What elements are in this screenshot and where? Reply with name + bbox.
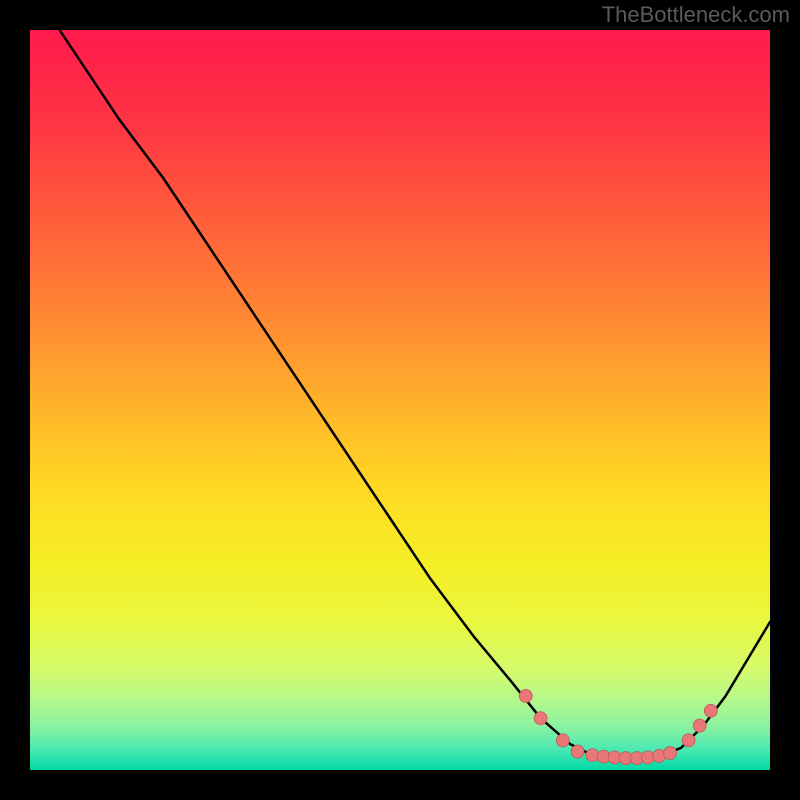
curve-marker [534, 712, 547, 725]
curve-marker [682, 734, 695, 747]
curve-marker [571, 745, 584, 758]
curve-marker [519, 690, 532, 703]
plot-area [30, 30, 770, 770]
curve-marker [693, 719, 706, 732]
chart-svg [30, 30, 770, 770]
curve-marker [704, 704, 717, 717]
gradient-background [30, 30, 770, 770]
curve-marker [556, 734, 569, 747]
curve-marker [664, 746, 677, 759]
watermark-text: TheBottleneck.com [602, 2, 790, 28]
